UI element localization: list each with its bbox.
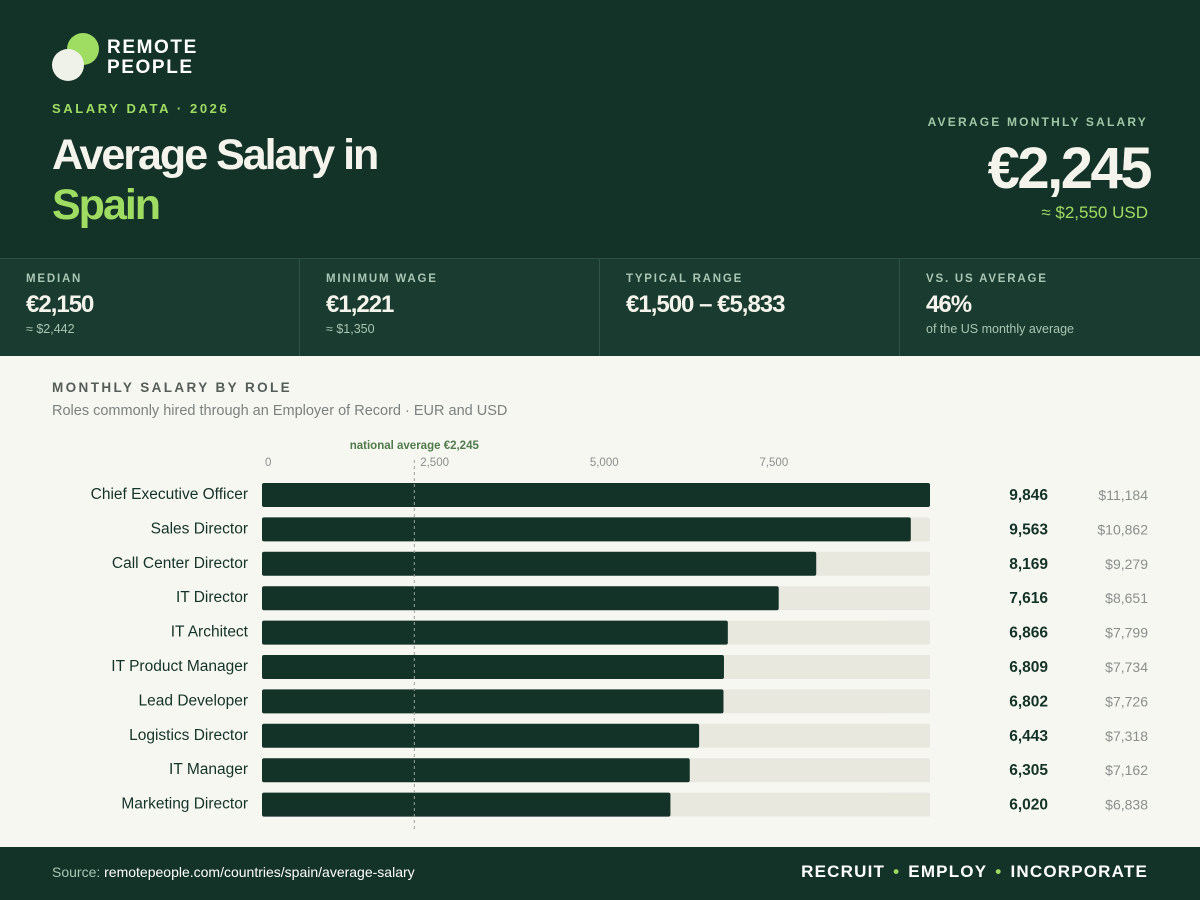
category-label: Chief Executive Officer [91,486,248,503]
category-label: Lead Developer [139,692,248,709]
stat-median: MEDIAN €2,150 ≈ $2,442 [0,259,300,356]
bar [262,792,671,817]
stat-label: TYPICAL RANGE [626,273,744,285]
stat-label: MINIMUM WAGE [326,273,438,285]
title-line-1: Average Salary in [52,131,379,179]
value-label: 7,616 [1009,590,1048,607]
tagline: RECRUIT • EMPLOY • INCORPORATE [801,862,1148,882]
value-label: 9,563 [1009,521,1048,538]
usd-value-label: $7,726 [1105,693,1148,709]
category-label: Marketing Director [121,796,248,813]
category-label: Call Center Director [112,555,248,572]
category-label: IT Architect [171,624,249,641]
header: REMOTE PEOPLE SALARY DATA · 2026 Average… [0,0,1200,258]
stats-strip: MEDIAN €2,150 ≈ $2,442 MINIMUM WAGE €1,2… [0,258,1200,356]
separator-dot-icon: • [995,862,1003,881]
stat-value: €2,150 [26,291,94,318]
stat-typical-range: TYPICAL RANGE €1,500 – €5,833 [600,259,900,356]
category-label: Sales Director [151,520,248,537]
x-tick-label: 0 [265,457,271,469]
usd-value-label: $7,162 [1105,762,1148,778]
bar [262,620,728,645]
salary-by-role-chart: 0 2,500 5,000 7,500 Chief Executive Officer 9… [91,440,1148,830]
stat-sub: of the US monthly average [926,322,1074,336]
logo-wordmark: REMOTE PEOPLE [107,38,198,78]
logo-mark-icon [52,33,99,81]
eyebrow-label: SALARY DATA · 2026 [52,101,230,116]
category-label: IT Manager [169,761,248,778]
stat-vs-us-average: VS. US AVERAGE 46% of the US monthly ave… [900,259,1200,356]
usd-value-label: $7,734 [1105,659,1148,675]
bar [262,586,779,611]
value-label: 9,846 [1009,487,1048,504]
value-label: 6,802 [1009,693,1048,710]
x-tick-label: 7,500 [759,457,788,469]
usd-value-label: $11,184 [1098,487,1148,503]
bar [262,517,911,542]
tagline-recruit: RECRUIT [801,862,886,881]
source-note: Source: remotepeople.com/countries/spain… [52,864,415,880]
separator-dot-icon: • [893,862,901,881]
category-label: Logistics Director [129,727,248,744]
hero-usd-value: ≈ $2,550 USD [1041,203,1148,222]
category-label: IT Director [176,589,248,606]
tagline-employ: EMPLOY [908,862,988,881]
bar [262,723,700,748]
bar [262,689,724,714]
source-prefix: Source: [52,864,105,880]
logo-word-2: PEOPLE [107,57,194,78]
x-tick-label: 5,000 [590,457,619,469]
value-label: 6,809 [1009,659,1048,676]
x-tick-label: 2,500 [420,457,449,469]
value-label: 8,169 [1009,556,1048,573]
category-label: IT Product Manager [111,658,248,675]
stat-sub: ≈ $1,350 [326,322,375,336]
average-reference-label: national average €2,245 [350,440,480,452]
logo-word-1: REMOTE [107,37,198,58]
stat-value: €1,500 – €5,833 [626,291,786,318]
chart-title: MONTHLY SALARY BY ROLE [52,380,293,395]
usd-value-label: $9,279 [1105,556,1148,572]
stat-label: VS. US AVERAGE [926,273,1048,285]
title-country: Spain [52,181,161,229]
tagline-incorporate: INCORPORATE [1010,862,1148,881]
stat-value: €1,221 [326,291,394,318]
value-label: 6,866 [1009,625,1048,642]
value-label: 6,020 [1009,797,1048,814]
usd-value-label: $7,799 [1105,625,1148,641]
hero-value: €2,245 [987,136,1153,201]
usd-value-label: $10,862 [1097,521,1148,537]
footer: Source: remotepeople.com/countries/spain… [0,847,1200,900]
stat-minimum-wage: MINIMUM WAGE €1,221 ≈ $1,350 [300,259,600,356]
stat-value: 46% [926,291,972,318]
usd-value-label: $8,651 [1105,590,1148,606]
bar [262,551,817,576]
stat-label: MEDIAN [26,273,83,285]
bar [262,483,930,507]
usd-value-label: $6,838 [1105,797,1148,813]
bar [262,655,724,679]
page-title: Average Salary in Spain [52,130,379,230]
chart-subtitle: Roles commonly hired through an Employer… [52,403,508,419]
usd-value-label: $7,318 [1105,728,1148,744]
hero-label: AVERAGE MONTHLY SALARY [927,115,1148,129]
stat-sub: ≈ $2,442 [26,322,75,336]
brand-logo[interactable]: REMOTE PEOPLE [52,32,212,84]
bar [262,758,690,783]
value-label: 6,443 [1009,728,1048,745]
source-link[interactable]: remotepeople.com/countries/spain/average… [104,864,415,880]
value-label: 6,305 [1009,762,1048,779]
